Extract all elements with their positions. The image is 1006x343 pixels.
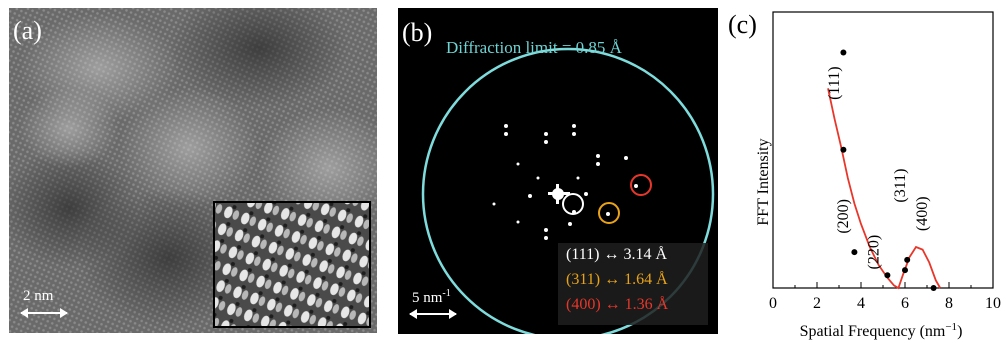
chart-axes: 0 2 4 6 8 10 xyxy=(769,11,1001,312)
fft-intensity-chart-panel: (c) 0 2 4 6 8 10 (111) (200) (220) (311) (400) FF… xyxy=(728,0,1006,343)
data-point xyxy=(904,256,911,263)
inset-zoom xyxy=(213,201,371,328)
diffraction-limit-text: Diffraction limit = 0.85 Å xyxy=(446,38,622,57)
diffraction-limit-ring xyxy=(421,47,715,334)
x-tick-label: 10 xyxy=(985,295,1001,312)
peak-annotation: (111) xyxy=(826,66,843,99)
peak-annotation: (220) xyxy=(866,235,883,270)
data-point xyxy=(840,49,847,56)
hrtem-image-panel: (a) 2 nm xyxy=(9,8,377,333)
spot-111-marker xyxy=(562,193,584,215)
data-point xyxy=(902,267,908,274)
spot-400-marker xyxy=(630,174,652,196)
data-point xyxy=(884,272,891,279)
spot-311-marker xyxy=(598,202,620,224)
fft-scale-bar-arrow xyxy=(409,309,457,319)
diffraction-spots xyxy=(492,124,638,240)
lattice-spacing-legend: (111) ↔ 3.14 Å (311) ↔ 1.64 Å (400) ↔ 1.… xyxy=(558,243,708,325)
peak-annotation: (200) xyxy=(835,199,852,234)
x-axis-label: Spatial Frequency (nm−1) xyxy=(800,321,963,340)
data-point xyxy=(930,285,937,291)
x-tick-label: 2 xyxy=(813,295,821,312)
hrtem-image xyxy=(9,8,377,333)
y-axis-label: FFT Intensity xyxy=(755,138,772,225)
plot-frame xyxy=(772,11,994,289)
panel-b-label: (b) xyxy=(402,18,433,47)
fft-pattern xyxy=(421,47,715,334)
fit-curve xyxy=(827,88,941,290)
panel-a-label: (a) xyxy=(13,16,42,45)
scale-bar-label: 2 nm xyxy=(23,288,54,304)
data-point xyxy=(840,146,847,153)
panel-c-label: (c) xyxy=(728,10,757,39)
x-tick-label: 0 xyxy=(769,295,777,312)
legend-400: (400) ↔ 1.36 Å xyxy=(566,296,669,313)
fft-scale-bar-label: 5 nm-1 xyxy=(412,288,451,306)
x-tick-label: 4 xyxy=(857,295,865,312)
legend-311: (311) ↔ 1.64 Å xyxy=(566,271,668,288)
data-point xyxy=(851,249,858,256)
fft-pattern-panel: (b) Diffraction limit = 0.85 Å (111) ↔ 3… xyxy=(398,8,718,334)
x-tick-label: 8 xyxy=(945,295,953,312)
peak-annotation: (400) xyxy=(914,196,931,231)
fft-intensity-chart: 0 2 4 6 8 10 (111) (200) (220) (311) (400) FFT In… xyxy=(755,11,1001,340)
peak-annotation: (311) xyxy=(892,169,909,203)
legend-111: (111) ↔ 3.14 Å xyxy=(566,246,668,263)
x-tick-label: 6 xyxy=(901,295,909,312)
scale-bar-arrow xyxy=(20,308,68,318)
